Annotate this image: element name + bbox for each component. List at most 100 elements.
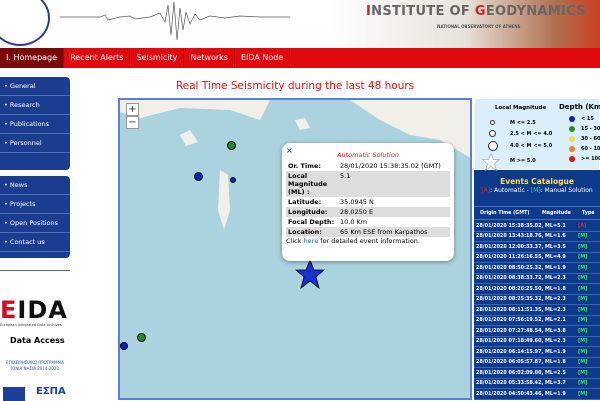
depth-label: < 15 bbox=[581, 116, 594, 122]
eu-flag-icon bbox=[3, 387, 25, 401]
event-type: [M] bbox=[578, 275, 588, 282]
page-title: Real Time Seismicity during the last 48 … bbox=[175, 80, 415, 92]
event-type: [M] bbox=[578, 369, 588, 376]
event-row[interactable]: 28/01/2020 08:11:51.35, ML=2.3 [M] bbox=[474, 305, 600, 316]
depth-color-icon bbox=[569, 136, 575, 142]
event-row[interactable]: 28/01/2020 06:05:57.87, ML=1.8 [M] bbox=[474, 358, 600, 368]
header-origin-time: Origin Time (GMT) bbox=[480, 210, 530, 216]
sidebar-item-news[interactable]: • News bbox=[0, 176, 70, 195]
event-row[interactable]: 28/01/2020 07:56:19.52, ML=2.1 [M] bbox=[474, 316, 600, 326]
nav-homepage[interactable]: I. Homepage bbox=[0, 48, 65, 68]
event-marker[interactable] bbox=[137, 333, 146, 342]
nav-seismicity[interactable]: Seismicity bbox=[130, 48, 185, 68]
seismicity-map[interactable]: + − × Automatic Solution Or. Time: 28/01/… bbox=[118, 98, 472, 400]
label: Location: bbox=[288, 228, 322, 236]
sidebar-item-publications[interactable]: • Publications bbox=[0, 115, 70, 134]
event-row[interactable]: 28/01/2020 06:14:15.97, ML=1.9 [M] bbox=[474, 347, 600, 358]
event-summary: 28/01/2020 06:05:57.87, ML=1.8 bbox=[476, 359, 566, 366]
depth-legend-title: Depth (Km) bbox=[559, 103, 600, 111]
depth-color-icon bbox=[569, 126, 575, 132]
star-icon bbox=[481, 153, 501, 171]
value: 35.0945 N bbox=[340, 198, 374, 206]
institute-banner bbox=[300, 0, 600, 48]
event-summary: 28/01/2020 08:11:51.35, ML=2.3 bbox=[476, 306, 566, 313]
depth-label: 30 - 60 bbox=[581, 136, 600, 142]
nav-networks[interactable]: Networks bbox=[184, 48, 235, 68]
details-link[interactable]: here bbox=[303, 237, 319, 245]
event-summary: 28/01/2020 06:02:09.00, ML=2.5 bbox=[476, 369, 566, 376]
mag-label: 2.5 < M <= 4.0 bbox=[510, 131, 553, 137]
label: Useful Links bbox=[9, 257, 50, 265]
event-summary: 28/01/2020 07:18:49.60, ML=2.3 bbox=[476, 338, 566, 345]
mag-label: M <= 2.5 bbox=[510, 120, 536, 126]
depth-color-icon bbox=[569, 146, 575, 152]
event-marker[interactable] bbox=[227, 141, 236, 150]
event-type: [M] bbox=[578, 338, 588, 345]
zoom-out-button[interactable]: − bbox=[126, 116, 139, 129]
event-summary: 28/01/2020 15:38:35.02, ML=5.1 bbox=[476, 222, 566, 229]
mag-label: M >= 5.0 bbox=[510, 158, 536, 164]
sidebar-item-general[interactable]: • General bbox=[0, 77, 70, 96]
event-row[interactable]: 28/01/2020 06:02:09.00, ML=2.5 [M] bbox=[474, 368, 600, 379]
event-row[interactable]: 28/01/2020 08:26:25.50, ML=1.8 [M] bbox=[474, 284, 600, 295]
label: Publications bbox=[9, 120, 49, 128]
event-marker[interactable] bbox=[120, 342, 128, 350]
event-marker[interactable] bbox=[230, 177, 236, 183]
institute-subtitle: NATIONAL OBSERVATORY OF ATHENS bbox=[437, 24, 521, 29]
event-marker[interactable] bbox=[194, 172, 203, 181]
event-row[interactable]: 28/01/2020 15:38:35.02, ML=5.1 [A] bbox=[474, 221, 600, 232]
label: Projects bbox=[9, 200, 36, 208]
seismogram-banner bbox=[60, 1, 290, 41]
sidebar-item-personnel[interactable]: • Personnel bbox=[0, 134, 70, 153]
label: Local Magnitude (ML) : bbox=[288, 172, 328, 196]
observatory-logo bbox=[0, 0, 50, 46]
event-summary: 28/01/2020 07:27:48.54, ML=3.8 bbox=[476, 327, 566, 334]
value: 5.1 bbox=[340, 172, 351, 180]
data-access-link[interactable]: Data Access bbox=[10, 336, 65, 345]
sidebar-menu-info: • News • Projects • Open Positions • Con… bbox=[0, 176, 70, 271]
event-row[interactable]: 28/01/2020 12:00:33.37, ML=3.5 [M] bbox=[474, 242, 600, 253]
event-type: [M] bbox=[578, 317, 588, 324]
event-row[interactable]: 28/01/2020 08:25:35.32, ML=2.3 [M] bbox=[474, 295, 600, 305]
nav-recent-alerts[interactable]: Recent Alerts bbox=[64, 48, 131, 68]
event-details: Or. Time: 28/01/2020 15:38:35.02 (GMT) Lo… bbox=[286, 161, 450, 237]
label: Research bbox=[9, 101, 40, 109]
sidebar-item-open-positions[interactable]: • Open Positions bbox=[0, 214, 70, 233]
label: News bbox=[9, 181, 28, 189]
event-type: [M] bbox=[578, 390, 588, 397]
event-row[interactable]: 28/01/2020 08:50:25.32, ML=1.9 [M] bbox=[474, 263, 600, 274]
event-row[interactable]: 28/01/2020 07:18:49.60, ML=2.3 [M] bbox=[474, 337, 600, 347]
event-summary: 28/01/2020 08:38:33.72, ML=2.3 bbox=[476, 275, 566, 282]
event-type: [M] bbox=[578, 327, 588, 334]
espa-program-text: ΕΠΙΧΕΙΡΗΣΙΑΚΟ ΠΡΟΓΡΑΜΜΑ ΙΟΝΙΑ ΝΗΣΙΑ 2014… bbox=[6, 360, 64, 371]
event-row[interactable]: 28/01/2020 07:27:48.54, ML=3.8 [M] bbox=[474, 326, 600, 337]
sidebar-item-useful-links[interactable]: • Useful Links bbox=[0, 252, 70, 271]
eida-logo[interactable]: EIDA bbox=[0, 296, 68, 324]
event-row[interactable]: 28/01/2020 05:33:58.42, ML=3.7 [M] bbox=[474, 379, 600, 389]
event-type: [M] bbox=[578, 359, 588, 366]
nav-eida-node[interactable]: EIDA Node bbox=[235, 48, 291, 68]
main-nav: I. Homepage Recent Alerts Seismicity Net… bbox=[0, 48, 600, 68]
large-circle-icon bbox=[488, 141, 498, 151]
close-icon[interactable]: × bbox=[286, 146, 293, 155]
event-row[interactable]: 28/01/2020 13:43:18.76, ML=1.6 [M] bbox=[474, 232, 600, 242]
event-summary: 28/01/2020 11:26:16.55, ML=4.9 bbox=[476, 254, 566, 261]
event-row[interactable]: 28/01/2020 11:26:16.55, ML=4.9 [M] bbox=[474, 253, 600, 263]
sidebar-item-contact[interactable]: • Contact us bbox=[0, 233, 70, 252]
mag-label: 4.0 < M <= 5.0 bbox=[510, 143, 553, 149]
event-type: [M] bbox=[578, 296, 588, 303]
event-summary: 28/01/2020 06:14:15.97, ML=1.9 bbox=[476, 348, 566, 355]
zoom-in-button[interactable]: + bbox=[126, 103, 139, 116]
sidebar-item-projects[interactable]: • Projects bbox=[0, 195, 70, 214]
label: Latitude: bbox=[288, 198, 322, 206]
event-type: [M] bbox=[578, 306, 588, 313]
star-event-marker[interactable] bbox=[295, 259, 325, 289]
sidebar-item-research[interactable]: • Research bbox=[0, 96, 70, 115]
depth-color-icon bbox=[569, 116, 575, 122]
event-row[interactable]: 28/01/2020 08:38:33.72, ML=2.3 [M] bbox=[474, 274, 600, 284]
label: Open Positions bbox=[9, 219, 59, 227]
event-summary: 28/01/2020 08:50:25.32, ML=1.9 bbox=[476, 264, 566, 271]
header: INSTITUTE OF GEODYNAMICS NATIONAL OBSERV… bbox=[0, 0, 600, 48]
label: General bbox=[9, 82, 36, 90]
event-row[interactable]: 28/01/2020 04:50:43.46, ML=1.9 [M] bbox=[474, 389, 600, 400]
